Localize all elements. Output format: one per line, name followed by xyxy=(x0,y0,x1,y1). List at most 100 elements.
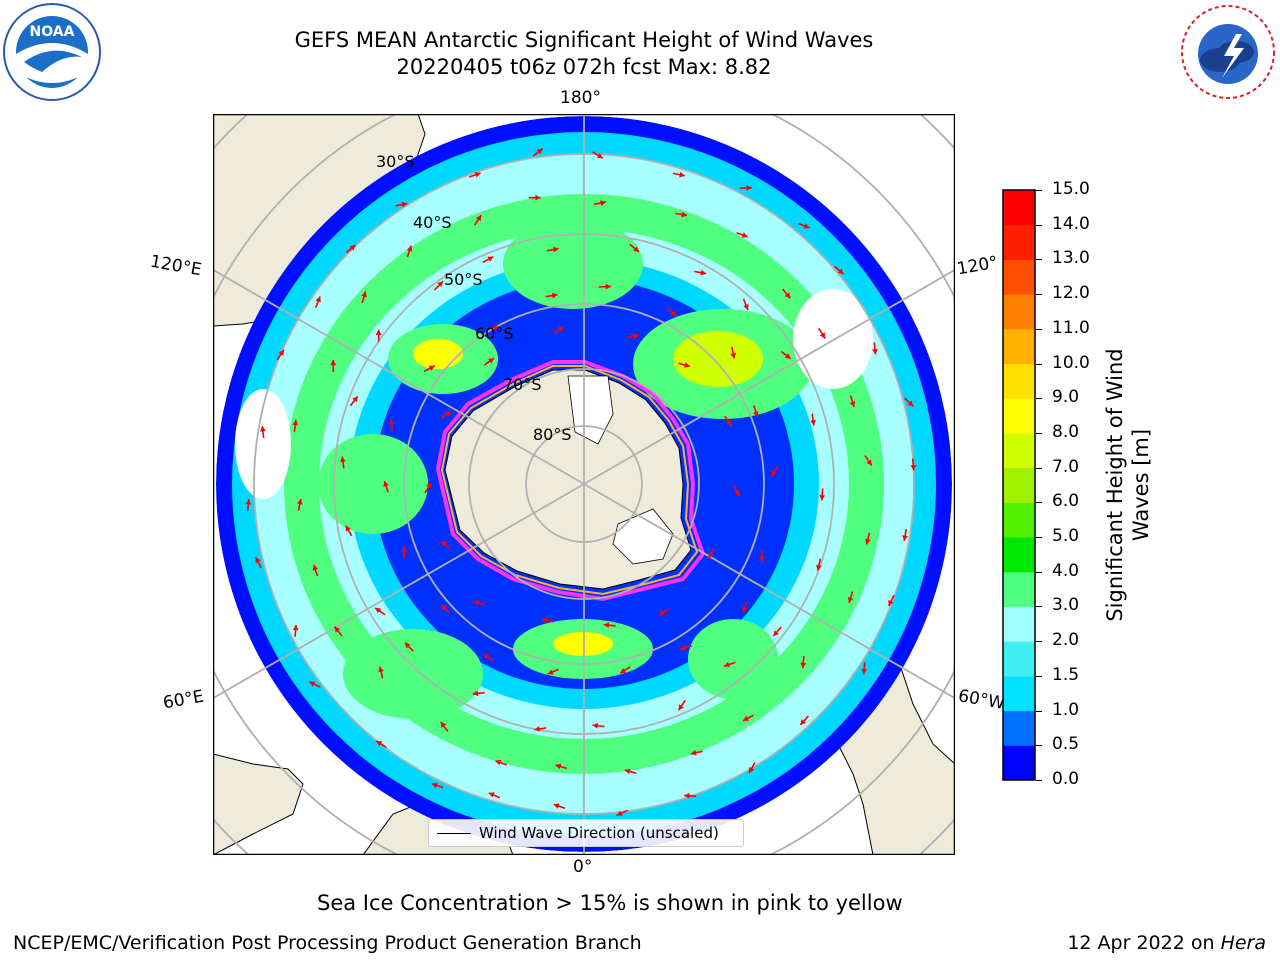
colorbar-title: Significant Height of Wind Waves [m] xyxy=(1103,348,1153,622)
colorbar-segment xyxy=(1003,502,1035,538)
wave-direction-arrowhead xyxy=(483,653,490,660)
wave-direction-arrowhead xyxy=(375,329,382,336)
map-legend: Wind Wave Direction (unscaled) xyxy=(428,819,744,847)
wave-direction-arrowhead xyxy=(616,810,623,816)
colorbar-tick-label: 11.0 xyxy=(1052,317,1090,338)
colorbar-segment xyxy=(1003,190,1035,226)
wave-direction-arrowhead xyxy=(542,617,548,624)
wave-direction-arrowhead xyxy=(441,604,448,611)
lat-label-40s: 40°S xyxy=(413,213,452,232)
wave-direction-arrowhead xyxy=(426,482,432,489)
wave-direction-arrowhead xyxy=(700,269,707,276)
wave-direction-arrowhead xyxy=(440,721,447,728)
wave-direction-arrowhead xyxy=(734,489,740,496)
colorbar-tick-mark xyxy=(1036,190,1042,191)
colorbar-tick-label: 15.0 xyxy=(1052,179,1090,199)
wave-direction-arrowhead xyxy=(334,626,341,633)
colorbar-segment xyxy=(1003,294,1035,330)
wave-direction-arrowhead xyxy=(375,607,382,614)
svg-text:NOAA: NOAA xyxy=(30,24,75,40)
wave-direction-arrowhead xyxy=(315,296,321,303)
wave-direction-arrowhead xyxy=(551,292,558,299)
wave-direction-arrowhead xyxy=(690,749,697,756)
wave-direction-arrowhead xyxy=(865,538,871,545)
wave-direction-arrowhead xyxy=(819,494,826,501)
wave-direction-arrowhead xyxy=(352,396,358,403)
wave-direction-arrowhead xyxy=(600,200,606,206)
wave-direction-arrowhead xyxy=(633,333,640,339)
wave-direction-arrowhead xyxy=(784,353,791,359)
colorbar-tick-label: 9.0 xyxy=(1052,387,1080,408)
wave-direction-arrowhead xyxy=(596,153,603,159)
colorbar-tick-label: 1.5 xyxy=(1052,664,1080,685)
wave-direction-arrowhead xyxy=(401,546,408,552)
colorbar-segment xyxy=(1003,259,1035,295)
africa-land xyxy=(213,753,304,855)
wave-direction-arrowhead xyxy=(603,622,610,629)
colorbar xyxy=(1002,189,1036,781)
wave-direction-arrowhead xyxy=(441,540,447,547)
colorbar-tick-label: 3.0 xyxy=(1052,595,1080,616)
wave-direction-arrowhead xyxy=(680,644,686,651)
colorbar-tick-label: 8.0 xyxy=(1052,421,1080,442)
colorbar-tick-mark xyxy=(1036,710,1042,712)
wave-direction-arrowhead xyxy=(345,525,351,532)
wave-direction-arrowhead xyxy=(406,245,413,252)
sea-ice-inner-edge xyxy=(440,365,699,596)
wave-direction-arrowhead xyxy=(849,401,856,408)
wave-direction-arrowhead xyxy=(759,556,765,563)
wave-direction-arrowhead xyxy=(784,292,791,299)
wave-direction-arrowhead xyxy=(547,669,554,675)
longitude-gridline xyxy=(583,483,955,700)
colorbar-segment xyxy=(1003,537,1035,573)
wave-direction-arrowhead xyxy=(488,358,495,364)
wave-direction-arrowhead xyxy=(378,666,384,673)
colorbar-segment xyxy=(1003,641,1035,677)
wave-direction-arrowhead xyxy=(816,564,822,571)
lon-label-bottom: 0° xyxy=(573,857,593,877)
wave-direction-arrowhead xyxy=(473,600,480,606)
colorbar-tick-label: 0.0 xyxy=(1052,769,1080,789)
wave-direction-arrowhead xyxy=(800,662,807,669)
wave-direction-arrowhead xyxy=(730,352,736,359)
colorbar-tick-mark xyxy=(1036,224,1042,226)
colorbar-segment xyxy=(1003,328,1035,365)
colorbar-tick-label: 14.0 xyxy=(1052,213,1090,234)
wave-direction-arrowhead xyxy=(726,419,732,426)
wave-direction-arrowhead xyxy=(309,681,316,687)
lat-label-80s: 80°S xyxy=(533,425,572,444)
longitude-gridline xyxy=(213,483,585,700)
colorbar-tick-label: 7.0 xyxy=(1052,456,1080,477)
date-text: 12 Apr 2022 on xyxy=(1067,932,1215,954)
wave-direction-arrowhead xyxy=(872,348,878,355)
chart-title: GEFS MEAN Antarctic Significant Height o… xyxy=(294,28,874,52)
lon-label-right-lower: 60°W xyxy=(956,686,1007,714)
colorbar-segment xyxy=(1003,432,1035,469)
legend-line-icon xyxy=(437,832,471,834)
lon-label-top: 180° xyxy=(560,88,601,108)
wave-direction-arrowhead xyxy=(800,719,806,726)
wave-direction-arrowhead xyxy=(428,365,435,371)
lat-label-70s: 70°S xyxy=(503,375,542,394)
lat-label-60s: 60°S xyxy=(475,324,514,343)
wave-direction-arrowhead xyxy=(771,470,777,477)
colorbar-tick-mark xyxy=(1036,328,1042,330)
wave-direction-arrowhead xyxy=(803,223,810,229)
colorbar-tick-label: 0.5 xyxy=(1052,734,1080,755)
wave-direction-arrowhead xyxy=(340,456,346,463)
wave-direction-arrowhead xyxy=(536,148,543,155)
colorbar-segment xyxy=(1003,224,1035,260)
colorbar-tick-mark xyxy=(1036,259,1042,261)
wave-direction-arrowhead xyxy=(534,726,541,732)
date-stamp: 12 Apr 2022 on Hera xyxy=(1067,932,1266,954)
wave-direction-arrowhead xyxy=(553,246,559,253)
machine-name: Hera xyxy=(1220,932,1266,954)
wave-direction-arrowhead xyxy=(445,411,452,417)
wave-direction-arrowhead xyxy=(866,459,872,466)
wave-direction-arrowhead xyxy=(292,624,299,631)
wave-direction-arrowhead xyxy=(535,194,541,201)
wave-direction-arrowhead xyxy=(773,630,780,637)
wave-direction-arrowhead xyxy=(819,332,826,339)
longitude-gridline xyxy=(213,268,585,485)
colorbar-segment xyxy=(1003,606,1035,642)
